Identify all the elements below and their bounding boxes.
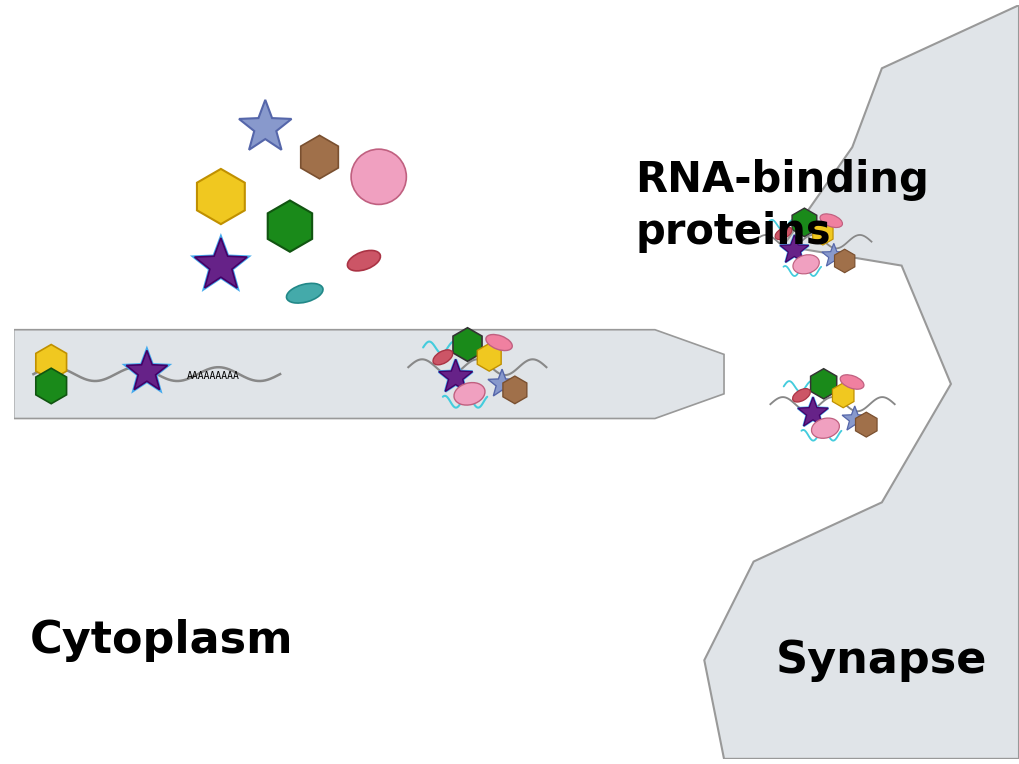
- Ellipse shape: [454, 383, 485, 405]
- Polygon shape: [197, 169, 245, 224]
- Polygon shape: [453, 328, 482, 361]
- Polygon shape: [477, 344, 501, 371]
- Ellipse shape: [347, 251, 380, 271]
- Polygon shape: [792, 208, 817, 237]
- Ellipse shape: [793, 254, 819, 274]
- Polygon shape: [821, 244, 846, 266]
- Polygon shape: [810, 369, 837, 399]
- Polygon shape: [195, 238, 248, 288]
- Text: RNA-binding
proteins: RNA-binding proteins: [635, 160, 929, 254]
- Ellipse shape: [811, 418, 840, 439]
- Ellipse shape: [486, 335, 513, 351]
- Text: Cytoplasm: Cytoplasm: [30, 619, 293, 662]
- Ellipse shape: [841, 375, 864, 389]
- Polygon shape: [126, 351, 167, 390]
- Ellipse shape: [793, 389, 810, 402]
- Text: Synapse: Synapse: [776, 639, 987, 681]
- Polygon shape: [798, 397, 828, 426]
- PathPatch shape: [704, 5, 1019, 759]
- Ellipse shape: [820, 214, 843, 228]
- Polygon shape: [835, 249, 855, 273]
- Polygon shape: [439, 359, 473, 391]
- Circle shape: [352, 149, 407, 205]
- Text: AAAAAAAAA: AAAAAAAAA: [186, 371, 239, 381]
- Polygon shape: [488, 369, 516, 396]
- Polygon shape: [842, 406, 867, 430]
- Polygon shape: [36, 368, 66, 403]
- Polygon shape: [268, 200, 312, 252]
- Polygon shape: [856, 413, 877, 437]
- Polygon shape: [36, 345, 66, 380]
- PathPatch shape: [13, 330, 725, 419]
- Ellipse shape: [286, 283, 323, 303]
- Ellipse shape: [433, 350, 452, 364]
- Polygon shape: [239, 100, 291, 150]
- Ellipse shape: [775, 227, 792, 240]
- Polygon shape: [780, 235, 809, 262]
- Polygon shape: [503, 376, 527, 403]
- Polygon shape: [301, 135, 338, 179]
- Polygon shape: [813, 222, 834, 245]
- Polygon shape: [833, 383, 854, 408]
